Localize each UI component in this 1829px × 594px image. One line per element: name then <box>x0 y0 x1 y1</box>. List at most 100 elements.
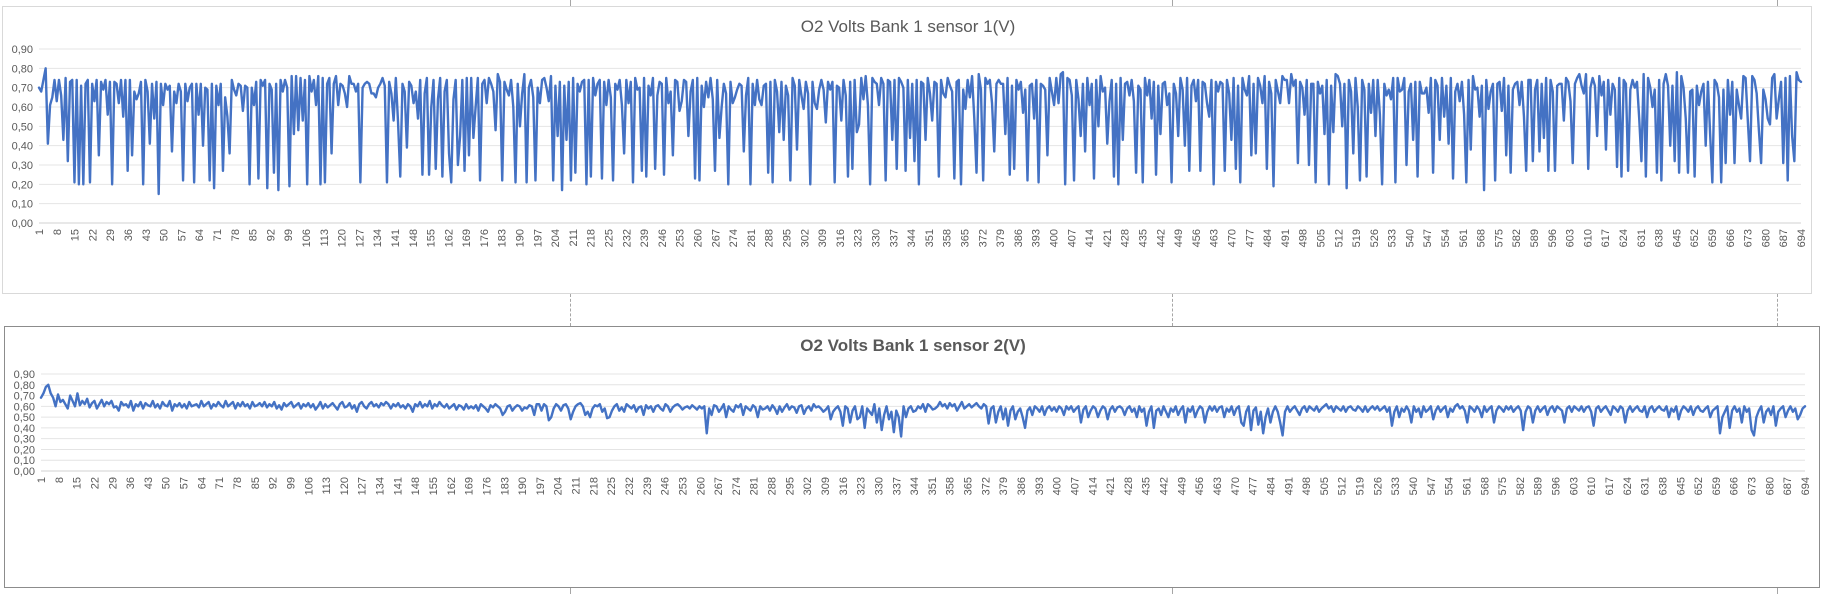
x-tick-label: 484 <box>1265 477 1277 495</box>
x-tick-label: 512 <box>1337 477 1349 495</box>
selection-guide-line <box>1172 588 1173 594</box>
y-tick-label: 0,50 <box>14 412 35 424</box>
x-tick-label: 85 <box>250 477 262 489</box>
x-tick-label: 85 <box>248 229 260 241</box>
x-tick-label: 589 <box>1529 229 1541 247</box>
x-tick-label: 449 <box>1176 477 1188 495</box>
x-tick-label: 316 <box>835 229 847 247</box>
x-tick-label: 8 <box>54 477 66 483</box>
x-tick-label: 610 <box>1586 477 1598 495</box>
x-tick-label: 71 <box>214 477 226 489</box>
selection-guide-line <box>570 294 571 326</box>
x-tick-label: 659 <box>1707 229 1719 247</box>
x-tick-label: 260 <box>695 477 707 495</box>
x-tick-label: 603 <box>1568 477 1580 495</box>
x-tick-label: 666 <box>1725 229 1737 247</box>
chart-title: O2 Volts Bank 1 sensor 1(V) <box>801 17 1016 36</box>
y-tick-label: 0,90 <box>14 369 35 381</box>
x-tick-label: 253 <box>677 477 689 495</box>
x-tick-label: 379 <box>998 477 1010 495</box>
x-tick-label: 568 <box>1476 229 1488 247</box>
x-tick-label: 232 <box>624 477 636 495</box>
x-tick-label: 239 <box>642 477 654 495</box>
x-tick-label: 260 <box>693 229 705 247</box>
x-tick-label: 169 <box>461 229 473 247</box>
x-tick-label: 190 <box>517 477 529 495</box>
selection-guide-line <box>570 0 571 6</box>
x-tick-label: 435 <box>1141 477 1153 495</box>
series-line <box>37 67 1803 196</box>
series-group <box>37 67 1803 196</box>
x-tick-label: 463 <box>1209 229 1221 247</box>
x-tick-label: 92 <box>265 229 277 241</box>
x-tick-label: 344 <box>909 477 921 495</box>
x-tick-label: 134 <box>372 229 384 247</box>
x-tick-label: 29 <box>107 477 119 489</box>
x-tick-label: 442 <box>1155 229 1167 247</box>
y-tick-label: 0,30 <box>12 160 33 172</box>
selection-guide-line <box>1777 588 1778 594</box>
x-tick-label: 148 <box>410 477 422 495</box>
y-axis-ticks: 0,000,100,200,300,400,500,600,700,800,90 <box>12 44 33 230</box>
y-axis-ticks: 0,000,100,200,300,400,500,600,700,800,90 <box>14 369 35 478</box>
x-tick-label: 162 <box>446 477 458 495</box>
x-tick-label: 351 <box>924 229 936 247</box>
x-tick-label: 148 <box>408 229 420 247</box>
x-tick-label: 78 <box>230 229 242 241</box>
y-tick-label: 0,00 <box>14 466 35 478</box>
x-tick-label: 197 <box>535 477 547 495</box>
y-tick-label: 0,30 <box>14 434 35 446</box>
x-tick-label: 99 <box>285 477 297 489</box>
x-tick-label: 302 <box>799 229 811 247</box>
x-tick-label: 561 <box>1458 229 1470 247</box>
x-tick-label: 379 <box>995 229 1007 247</box>
x-tick-label: 274 <box>728 229 740 247</box>
x-tick-label: 694 <box>1796 229 1808 247</box>
x-tick-label: 183 <box>497 229 509 247</box>
x-tick-label: 267 <box>713 477 725 495</box>
x-tick-label: 659 <box>1711 477 1723 495</box>
x-tick-label: 386 <box>1013 229 1025 247</box>
x-tick-label: 645 <box>1675 477 1687 495</box>
x-tick-label: 50 <box>159 229 171 241</box>
x-tick-label: 463 <box>1212 477 1224 495</box>
x-tick-label: 484 <box>1262 229 1274 247</box>
x-tick-label: 78 <box>232 477 244 489</box>
x-tick-label: 477 <box>1248 477 1260 495</box>
x-tick-label: 694 <box>1800 477 1812 495</box>
x-tick-label: 323 <box>853 229 865 247</box>
x-tick-label: 239 <box>639 229 651 247</box>
x-tick-label: 400 <box>1052 477 1064 495</box>
x-tick-label: 519 <box>1355 477 1367 495</box>
x-tick-label: 211 <box>571 477 583 495</box>
x-tick-label: 680 <box>1760 229 1772 247</box>
x-tick-label: 421 <box>1105 477 1117 495</box>
x-tick-label: 372 <box>980 477 992 495</box>
x-tick-label: 204 <box>550 229 562 247</box>
x-tick-label: 673 <box>1747 477 1759 495</box>
y-tick-label: 0,40 <box>14 423 35 435</box>
x-tick-label: 71 <box>212 229 224 241</box>
x-tick-label: 22 <box>87 229 99 241</box>
x-tick-label: 575 <box>1493 229 1505 247</box>
gridlines <box>41 373 1805 472</box>
x-tick-label: 428 <box>1123 477 1135 495</box>
x-tick-label: 533 <box>1390 477 1402 495</box>
x-tick-label: 407 <box>1069 477 1081 495</box>
x-tick-label: 141 <box>390 229 402 247</box>
x-tick-label: 274 <box>731 477 743 495</box>
x-tick-label: 162 <box>443 229 455 247</box>
x-tick-label: 554 <box>1444 477 1456 495</box>
chart-sensor-1: 0,00 0,10 0,20 0,30 0,40 0,50 0,60 0,70 0,80 0,90… <box>12 17 1808 247</box>
x-tick-label: 414 <box>1087 477 1099 495</box>
x-tick-label: 631 <box>1636 229 1648 247</box>
x-tick-label: 540 <box>1408 477 1420 495</box>
y-tick-label: 0,70 <box>14 391 35 403</box>
x-tick-label: 645 <box>1671 229 1683 247</box>
x-tick-label: 8 <box>52 229 64 235</box>
x-tick-label: 386 <box>1016 477 1028 495</box>
x-tick-label: 526 <box>1369 229 1381 247</box>
x-tick-label: 393 <box>1034 477 1046 495</box>
x-tick-label: 29 <box>105 229 117 241</box>
y-tick-label: 0,80 <box>12 63 33 75</box>
